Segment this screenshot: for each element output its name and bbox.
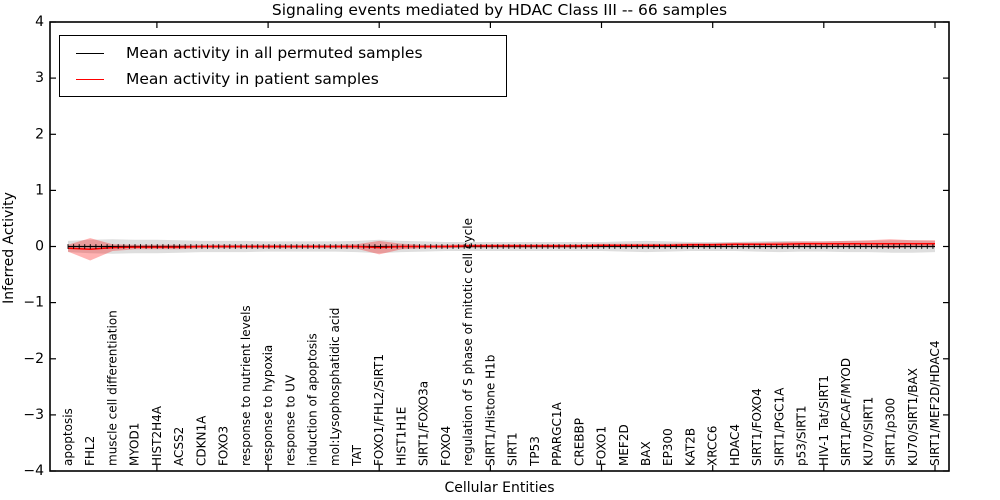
legend-label-patient: Mean activity in patient samples <box>126 70 379 88</box>
x-category-label: SIRT1 <box>506 432 520 466</box>
x-category-label: HIST1H1E <box>395 407 409 466</box>
x-category-label: HDAC4 <box>728 424 742 466</box>
axis-ticks <box>50 21 949 472</box>
patient-band <box>68 238 935 261</box>
x-category-label: SIRT1/MEF2D/HDAC4 <box>928 341 942 466</box>
x-category-label: induction of apoptosis <box>306 333 320 466</box>
x-category-label: apoptosis <box>61 408 75 466</box>
x-category-labels: apoptosis FHL2 muscle cell differentiation… <box>61 218 942 467</box>
x-category-label: CDKN1A <box>194 415 208 466</box>
chart-title: Signaling events mediated by HDAC Class … <box>271 1 728 19</box>
x-category-label: MEF2D <box>617 424 631 466</box>
x-category-label: FHL2 <box>83 436 97 466</box>
x-category-label: muscle cell differentiation <box>106 310 120 466</box>
y-tick-label: −3 <box>23 407 44 423</box>
x-category-label: SIRT1/p300 <box>884 398 898 466</box>
x-category-label: p53/SIRT1 <box>795 405 809 466</box>
x-category-label: response to nutrient levels <box>239 305 253 466</box>
y-tick-label: −2 <box>23 351 44 367</box>
x-category-label: FOXO1/FHL2/SIRT1 <box>372 354 386 466</box>
x-category-label: FOXO3 <box>217 426 231 466</box>
y-tick-labels: 4 3 2 1 0 −1 −2 −3 −4 <box>23 14 44 479</box>
x-category-label: BAX <box>639 441 653 466</box>
x-category-label: SIRT1/FOXO4 <box>750 388 764 466</box>
x-category-label: HIV-1 Tat/SIRT1 <box>817 375 831 466</box>
y-tick-label: 2 <box>35 126 44 142</box>
y-tick-label: 4 <box>35 14 44 30</box>
patient-mean-line <box>67 242 935 251</box>
x-category-label: TP53 <box>528 436 542 467</box>
y-tick-label: 3 <box>35 70 44 86</box>
x-category-label: ACSS2 <box>172 427 186 466</box>
x-category-label: mol:Lysophosphatidic acid <box>328 308 342 466</box>
permuted-dash-markers <box>67 244 934 249</box>
x-category-label: FOXO1 <box>595 426 609 466</box>
x-category-label: SIRT1/Histone H1b <box>483 355 497 466</box>
permuted-line-sample-icon <box>76 52 104 54</box>
x-category-label: XRCC6 <box>706 426 720 466</box>
y-tick-label: −4 <box>23 463 44 479</box>
legend-entry-patient: Mean activity in patient samples <box>76 70 506 88</box>
x-category-label: SIRT1/PCAF/MYOD <box>839 358 853 466</box>
x-category-label: KU70/SIRT1/BAX <box>906 368 920 466</box>
legend: Mean activity in all permuted samples Me… <box>59 35 507 97</box>
x-category-label: KU70/SIRT1 <box>861 397 875 466</box>
x-category-label: response to hypoxia <box>261 345 275 466</box>
y-tick-label: 1 <box>35 182 44 198</box>
x-category-label: SIRT1/FOXO3a <box>417 381 431 466</box>
y-tick-label: −1 <box>23 295 44 311</box>
x-category-label: EP300 <box>661 428 675 466</box>
x-category-label: response to UV <box>283 374 297 466</box>
x-category-label: regulation of S phase of mitotic cell cy… <box>461 218 475 466</box>
x-category-label: KAT2B <box>684 428 698 466</box>
x-category-label: SIRT1/PGC1A <box>772 387 786 466</box>
x-category-label: FOXO4 <box>439 426 453 466</box>
x-category-label: MYOD1 <box>128 423 142 466</box>
x-category-label: PPARGC1A <box>550 401 564 466</box>
x-category-label: TAT <box>350 444 364 467</box>
legend-entry-permuted: Mean activity in all permuted samples <box>76 44 506 62</box>
x-category-label: HIST2H4A <box>150 405 164 466</box>
legend-label-permuted: Mean activity in all permuted samples <box>126 44 423 62</box>
y-tick-label: 0 <box>35 239 44 255</box>
x-axis-title: Cellular Entities <box>444 480 555 496</box>
patient-line-sample-icon <box>76 78 104 80</box>
x-category-label: CREBBP <box>572 418 586 466</box>
